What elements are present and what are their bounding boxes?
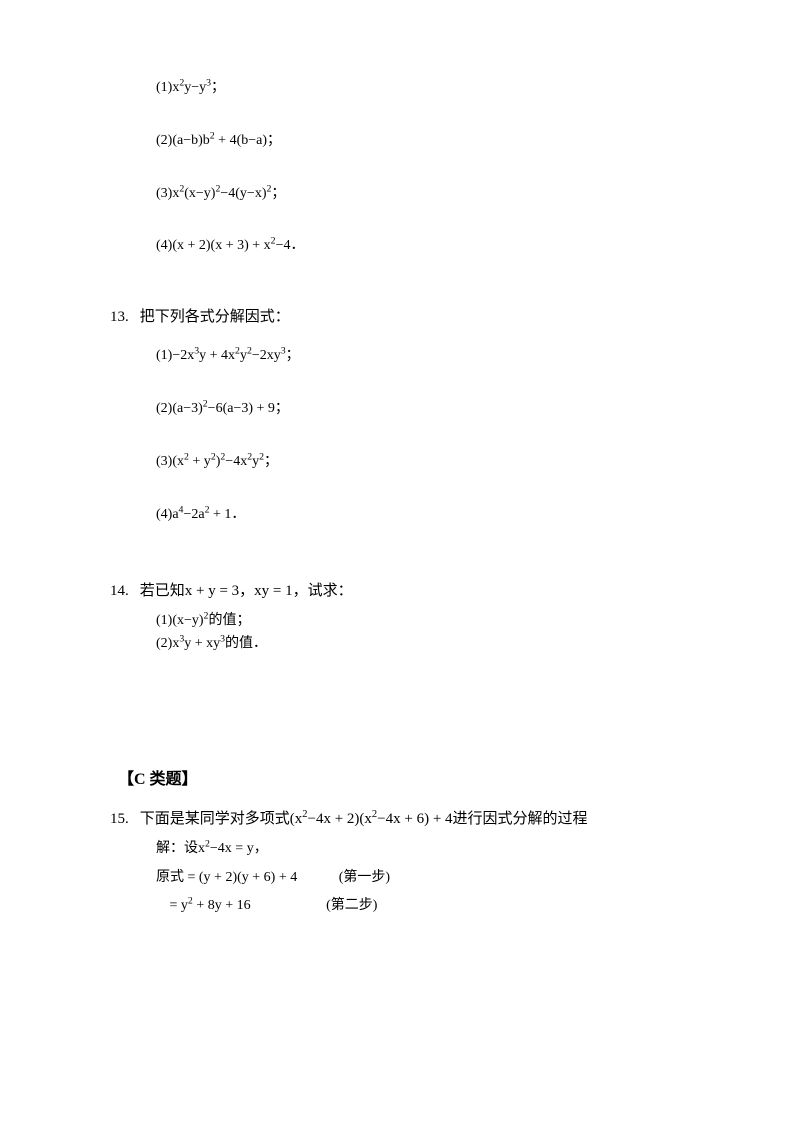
q15-number: 15. — [110, 811, 136, 828]
q15-line-1-text: 解：设x2−4x = y， — [156, 841, 268, 856]
expr-text: (3)(x2 + y2)2−4x2y2； — [156, 454, 674, 471]
q13-item-3: (3)(x2 + y2)2−4x2y2； — [120, 454, 674, 471]
q15-line-1: 解：设x2−4x = y， — [156, 838, 674, 860]
q15-line-2-text: 原式 = (y + 2)(y + 6) + 4 — [156, 870, 297, 885]
expr-text: (2)(a−3)2−6(a−3) + 9； — [156, 401, 674, 418]
q13-items: (1)−2x3y + 4x2y2−2xy3； (2)(a−3)2−6(a−3) … — [120, 348, 674, 523]
q14-sub-2: (2)x3y + xy3的值． — [156, 633, 674, 655]
q13-item-1: (1)−2x3y + 4x2y2−2xy3； — [120, 348, 674, 365]
q14-title: 若已知x + y = 3，xy = 1，试求： — [140, 583, 353, 599]
q13-item-2: (2)(a−3)2−6(a−3) + 9； — [120, 401, 674, 418]
q14-header: 14. 若已知x + y = 3，xy = 1，试求： — [110, 579, 674, 600]
q12-item-1: (1)x2y−y3； — [120, 80, 674, 97]
q12-items: (1)x2y−y3； (2)(a−b)b2 + 4(b−a)； (3)x2(x−… — [120, 80, 674, 255]
q12-item-4: (4)(x + 2)(x + 3) + x2−4． — [120, 238, 674, 255]
expr-text: (2)(a−b)b2 + 4(b−a)； — [156, 133, 674, 150]
q13-title: 把下列各式分解因式： — [140, 309, 290, 325]
page-content: (1)x2y−y3； (2)(a−b)b2 + 4(b−a)； (3)x2(x−… — [0, 0, 794, 977]
expr-text: (1)−2x3y + 4x2y2−2xy3； — [156, 348, 674, 365]
q13-item-4: (4)a4−2a2 + 1． — [120, 507, 674, 524]
q15-title: 下面是某同学对多项式(x2−4x + 2)(x2−4x + 6) + 4进行因式… — [140, 811, 588, 827]
q15-line-3: = y2 + 8y + 16 (第二步) — [166, 895, 674, 917]
q13-header: 13. 把下列各式分解因式： — [110, 305, 674, 326]
expr-text: (4)(x + 2)(x + 3) + x2−4． — [156, 238, 674, 255]
section-c-header: 【C 类题】 — [118, 765, 674, 789]
q12-item-3: (3)x2(x−y)2−4(y−x)2； — [120, 186, 674, 203]
q15-step-1: (第一步) — [339, 867, 390, 889]
q13-number: 13. — [110, 309, 136, 326]
q12-item-2: (2)(a−b)b2 + 4(b−a)； — [120, 133, 674, 150]
q15-line-2: 原式 = (y + 2)(y + 6) + 4 (第一步) — [156, 867, 674, 889]
q15-header: 15. 下面是某同学对多项式(x2−4x + 2)(x2−4x + 6) + 4… — [110, 807, 674, 828]
q14-number: 14. — [110, 583, 136, 600]
q14-sub-1: (1)(x−y)2的值； — [156, 610, 674, 632]
expr-text: (3)x2(x−y)2−4(y−x)2； — [156, 186, 674, 203]
q15-step-2: (第二步) — [326, 895, 377, 917]
expr-text: (4)a4−2a2 + 1． — [156, 507, 674, 524]
expr-text: (1)x2y−y3； — [156, 80, 674, 97]
q15-line-3-text: = y2 + 8y + 16 — [166, 898, 251, 913]
